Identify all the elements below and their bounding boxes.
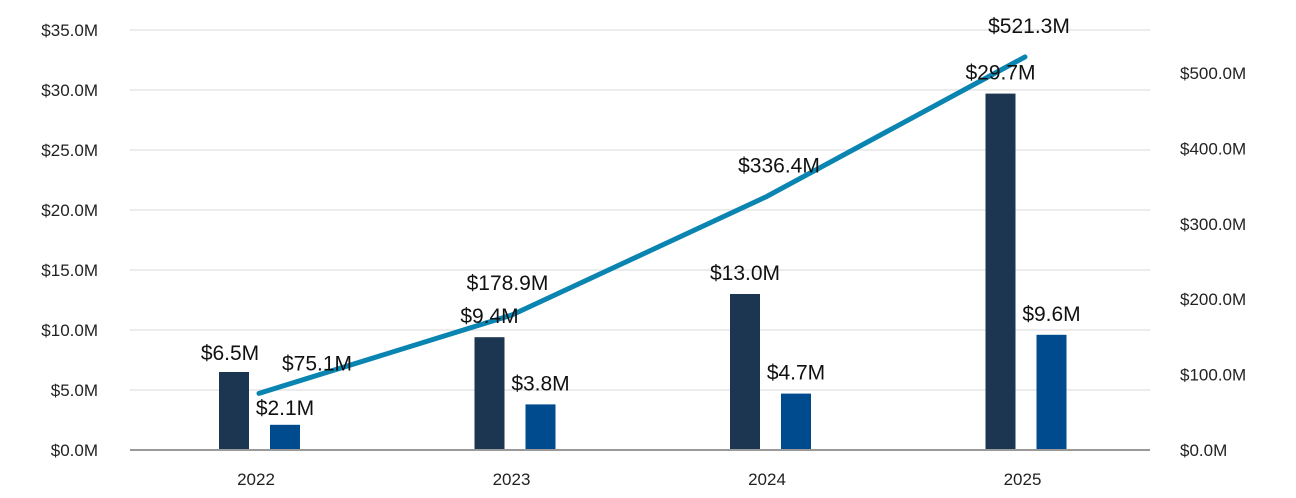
left-axis-tick-label: $10.0M [41,321,98,340]
bar [474,337,505,450]
x-axis-tick-label: 2022 [237,470,275,489]
bar-series [219,93,1067,450]
bar-data-label: $6.5M [201,342,259,365]
bar [985,93,1016,450]
bar-data-label: $13.0M [710,262,780,285]
x-axis-tick-label: 2023 [493,470,531,489]
line-data-label: $178.9M [467,272,549,295]
gridlines [130,29,1150,391]
left-axis-tick-label: $5.0M [51,381,98,400]
right-axis-tick-label: $300.0M [1180,215,1246,234]
bar-data-label: $4.7M [767,362,825,385]
right-axis-tick-label: $100.0M [1180,366,1246,385]
bar [270,424,300,450]
left-axis-tick-label: $20.0M [41,201,98,220]
left-axis-tick-label: $30.0M [41,81,98,100]
bar [525,404,556,450]
line-series [256,54,1028,396]
data-labels: $6.5M $9.4M $13.0M $29.7M $2.1M $3.8M $4.7M $9.… [201,15,1081,420]
right-axis-tick-label: $500.0M [1180,64,1246,83]
left-axis-tick-label: $0.0M [51,441,98,460]
bar-data-label: $9.4M [460,305,518,328]
x-axis-tick-label: 2024 [748,470,786,489]
left-y-axis: $0.0M $5.0M $10.0M $15.0M $20.0M $25.0M $30.0M… [41,21,98,460]
line-data-label: $336.4M [738,154,820,177]
right-axis-tick-label: $0.0M [1180,441,1227,460]
bar [781,393,811,450]
bar-data-label: $2.1M [256,397,314,420]
right-axis-tick-label: $400.0M [1180,139,1246,158]
bar-data-label: $3.8M [511,372,569,395]
bar [730,294,760,450]
left-axis-tick-label: $25.0M [41,141,98,160]
right-y-axis: $0.0M $100.0M $200.0M $300.0M $400.0M $500.0M [1180,64,1246,460]
line-series-path [256,54,1028,396]
left-axis-tick-label: $35.0M [41,21,98,40]
x-axis-tick-label: 2025 [1004,470,1042,489]
bar-data-label: $29.7M [965,62,1035,85]
left-axis-tick-label: $15.0M [41,261,98,280]
right-axis-tick-label: $200.0M [1180,290,1246,309]
line-data-label: $521.3M [988,15,1070,38]
bar-data-label: $9.6M [1022,303,1080,326]
bar [219,372,249,450]
bar [1036,334,1067,450]
x-axis: 2022 2023 2024 2025 [130,449,1150,489]
line-data-label: $75.1M [282,352,352,375]
